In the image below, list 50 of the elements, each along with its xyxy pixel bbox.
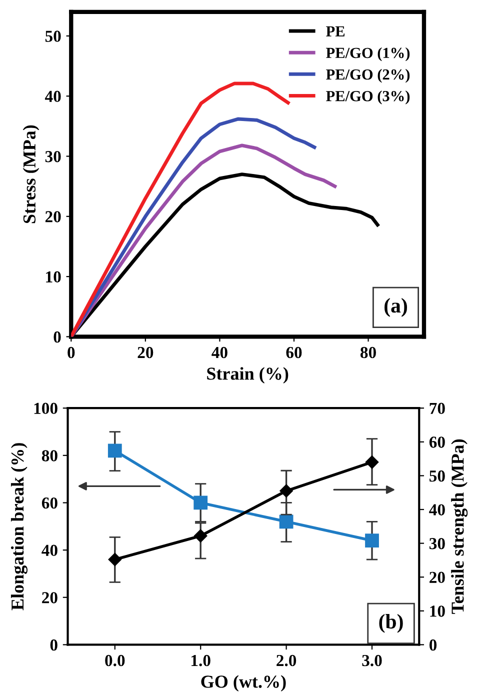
y2-tick-label: 40 — [429, 504, 445, 516]
x-tick-label: 20 — [138, 346, 154, 358]
point — [279, 514, 294, 529]
y-tick-label: 80 — [42, 450, 58, 462]
y2-tick-label: 20 — [430, 572, 445, 584]
x-tick-label: 60 — [286, 346, 302, 358]
legend-label: PE — [326, 26, 345, 36]
x-tick-label: 1.0 — [192, 654, 210, 666]
point — [194, 496, 208, 510]
y-tick-label: 20 — [42, 592, 58, 604]
y-tick-label: 100 — [34, 402, 58, 414]
y2-tick-label: 70 — [430, 402, 445, 414]
y-tick-label: 60 — [42, 497, 58, 509]
y2-tick-label: 60 — [429, 436, 445, 448]
line-series — [71, 82, 290, 337]
line-series — [71, 117, 316, 337]
y-axis-title: Stress (MPa) — [22, 125, 40, 224]
y-tick-label: 40 — [42, 544, 58, 556]
point — [365, 534, 379, 548]
y2-tick-label: 0 — [430, 639, 437, 651]
y-tick-label: 10 — [46, 271, 61, 282]
x-axis-title: GO (wt.%) — [201, 675, 286, 692]
legend-label: PE/GO (1%) — [326, 47, 410, 62]
x-axis-title: Strain (%) — [207, 367, 288, 384]
point — [194, 529, 208, 542]
y-tick-label: 50 — [45, 30, 61, 42]
x-tick-label: 80 — [360, 346, 376, 358]
point — [108, 552, 122, 566]
y-tick-label: 0 — [50, 639, 58, 651]
annotation: (b) — [379, 614, 403, 633]
y-tick-label: 30 — [45, 150, 61, 162]
point — [280, 484, 293, 498]
x-tick-label: 40 — [212, 346, 228, 358]
y2-tick-label: 10 — [430, 606, 445, 617]
x-tick-label: 3.0 — [362, 654, 382, 666]
y-tick-label: 0 — [54, 331, 61, 343]
x-tick-label: 0 — [68, 346, 75, 358]
y2-tick-label: 30 — [429, 538, 445, 550]
point — [365, 456, 379, 469]
legend-label: PE/GO (2%) — [326, 68, 410, 83]
y-tick-label: 20 — [45, 211, 61, 222]
annotation: (a) — [384, 298, 407, 317]
y-axis-title: Elongation break (%) — [10, 443, 28, 610]
y-tick-label: 40 — [44, 90, 61, 102]
y2-axis-title: Tensile strength (MPa) — [451, 439, 468, 614]
x-tick-label: 2.0 — [276, 654, 296, 666]
y2-tick-label: 50 — [430, 470, 445, 482]
point — [108, 444, 122, 458]
x-tick-label: 0.0 — [105, 654, 125, 666]
legend-label: PE/GO (3%) — [326, 90, 410, 104]
